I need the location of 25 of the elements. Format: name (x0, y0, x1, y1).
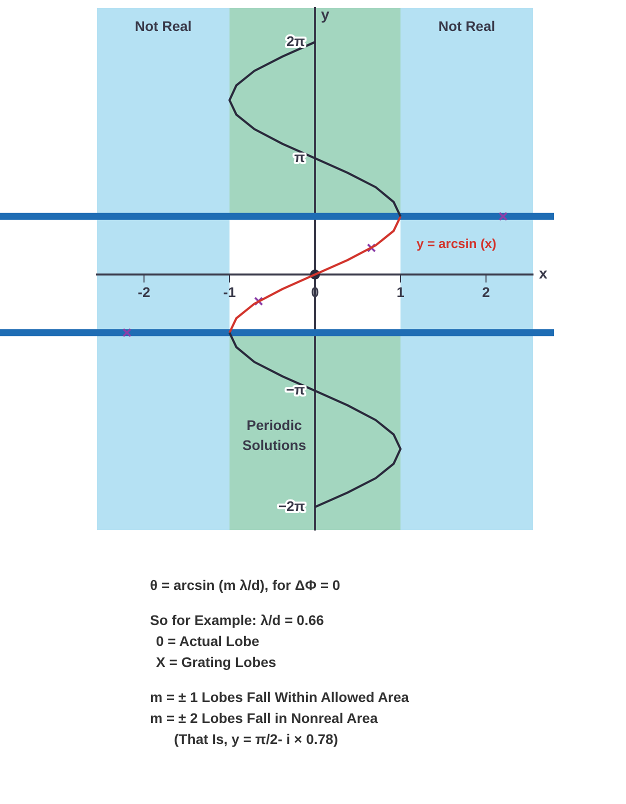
x-tick-label: 2 (482, 284, 490, 300)
band-label: Not Real (438, 18, 496, 34)
y-tick-label: −π (286, 382, 306, 398)
series-label: y = arcsin (x) (416, 236, 496, 252)
y-tick-label: −2π (278, 498, 306, 514)
text: So for Example: λ/d = 0.66 (150, 611, 325, 630)
point (122, 328, 132, 338)
text: m = ± 2 Lobes Fall in Nonreal Area (150, 709, 379, 728)
band-label: Periodic Solutions (242, 416, 306, 453)
point (498, 212, 508, 221)
point (366, 243, 376, 252)
y-tick-label: 2π (286, 32, 306, 49)
x-tick-label: -2 (138, 284, 150, 300)
text: (That Is, y = π/2- i × 0.78) (173, 730, 340, 749)
text: θ = arcsin (m λ/d), for ΔΦ = 0 (150, 576, 342, 595)
point (254, 296, 264, 306)
x-tick-label: 1 (396, 284, 405, 300)
y-tick-label: π (294, 149, 306, 166)
text: 0 = Actual Lobe (155, 632, 260, 651)
x-axis-title: x (539, 266, 548, 283)
x-tick-label: -1 (223, 284, 236, 300)
band-label: Not Real (134, 18, 192, 34)
y-axis-title: y (321, 6, 330, 24)
text: m = ± 1 Lobes Fall Within Allowed Area (150, 688, 409, 707)
text: X = Grating Lobes (155, 653, 278, 672)
